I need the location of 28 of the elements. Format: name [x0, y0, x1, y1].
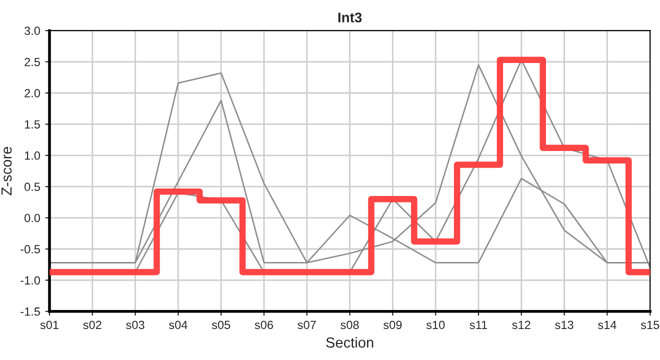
y-tick-label: 2.0 [24, 89, 40, 98]
x-tick-label: s10 [426, 320, 445, 330]
x-tick-label: s13 [555, 320, 574, 330]
x-tick-label: s08 [340, 320, 359, 330]
y-tick-label: -1.0 [20, 276, 40, 285]
y-tick-label: 1.0 [24, 151, 40, 160]
x-tick-label: s11 [470, 320, 488, 330]
x-axis-title: Section [326, 336, 374, 348]
x-tick-label: s04 [169, 320, 188, 330]
y-tick-label: 3.0 [24, 26, 40, 35]
x-tick-label: s07 [298, 320, 316, 330]
y-tick-label: 0.0 [24, 214, 40, 222]
x-tick-label: s15 [640, 320, 660, 330]
y-axis-title: Z-score [2, 146, 12, 196]
y-tick-label: 2.5 [24, 58, 40, 66]
x-tick-label: s03 [126, 320, 144, 330]
x-tick-label: s09 [384, 320, 402, 330]
y-tick-label: -1.5 [20, 308, 40, 316]
x-tick-label: s06 [254, 320, 273, 330]
x-tick-label: s01 [40, 320, 58, 330]
y-tick-label: 1.5 [24, 120, 40, 129]
y-tick-label: 0.5 [24, 182, 40, 191]
x-tick-label: s14 [598, 320, 616, 330]
x-tick-label: s12 [512, 320, 530, 330]
x-tick-label: s05 [212, 320, 230, 330]
chart-title: Int3 [338, 12, 362, 22]
x-tick-label: s02 [83, 320, 102, 330]
y-tick-label: -0.5 [20, 245, 40, 254]
